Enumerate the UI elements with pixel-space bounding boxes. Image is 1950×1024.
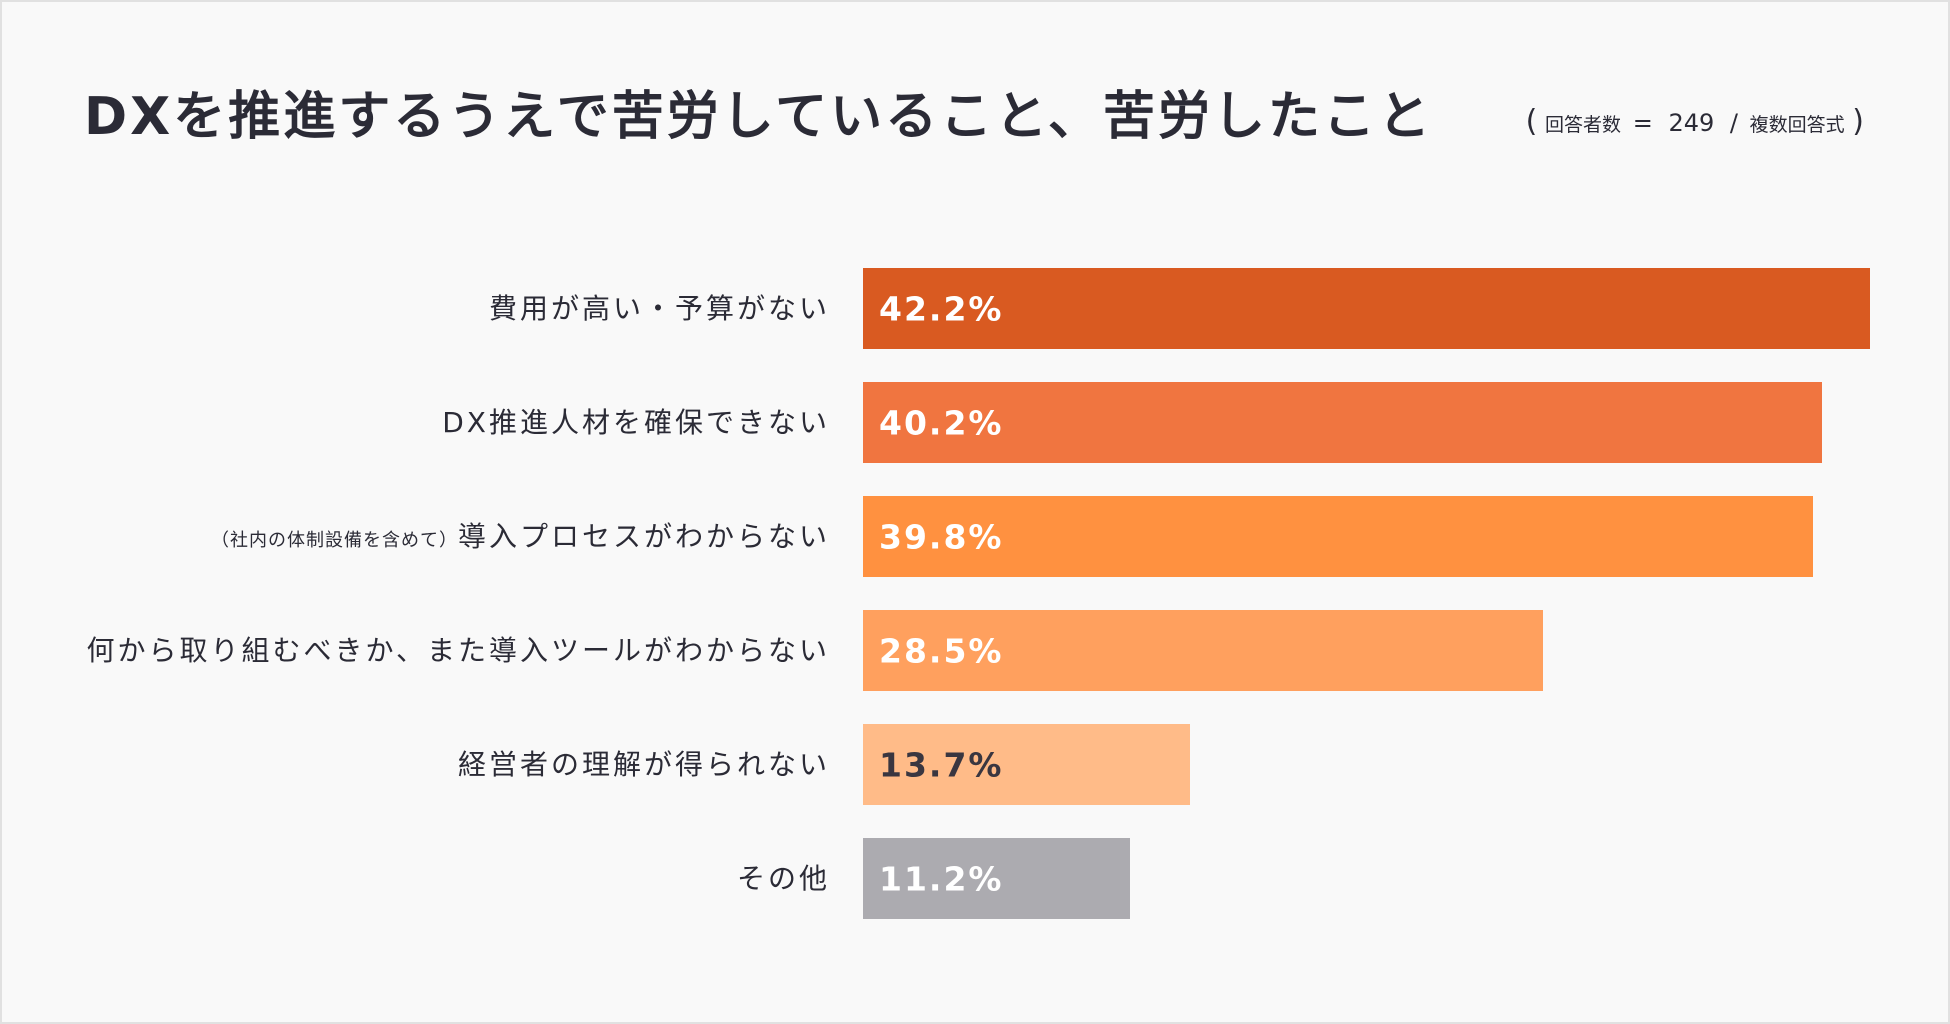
bar-1: [863, 268, 1870, 349]
bar-value-label-1: 42.2%: [879, 290, 1004, 329]
bar-value-label-4: 28.5%: [879, 632, 1004, 671]
category-label-1: 費用が高い・予算がない: [489, 289, 830, 329]
answer-method: 複数回答式: [1749, 114, 1845, 136]
bar-3: [863, 496, 1813, 577]
bar-5: [863, 724, 1190, 805]
category-label-text: 何から取り組むべきか、また導入ツールがわからない: [86, 633, 830, 667]
category-label-4: 何から取り組むべきか、また導入ツールがわからない: [87, 631, 830, 671]
category-label-2: DX推進人材を確保できない: [442, 403, 830, 443]
bar-value-label-6: 11.2%: [879, 860, 1004, 899]
respondent-info: ( 回答者数 = 249 / 複数回答式 ): [1526, 104, 1864, 139]
bar-4: [863, 610, 1543, 691]
category-label-text: 導入プロセスがわからない: [457, 519, 830, 553]
chart-title: DXを推進するうえで苦労していること、苦労したこと: [84, 87, 1434, 147]
respondent-slash: /: [1729, 109, 1738, 137]
category-label-text: DX推進人材を確保できない: [442, 405, 830, 439]
bar-value-label-5: 13.7%: [879, 746, 1004, 785]
category-label-text: 費用が高い・予算がない: [488, 291, 830, 325]
respondent-open-paren: (: [1525, 104, 1538, 139]
bar-2: [863, 382, 1822, 463]
bar-value-label-3: 39.8%: [879, 518, 1004, 557]
category-label-6: その他: [737, 859, 830, 899]
respondent-close-paren: ): [1852, 104, 1864, 139]
category-label-note: （社内の体制設備を含めて）: [210, 529, 458, 551]
respondent-equals: =: [1632, 109, 1653, 137]
category-label-text: その他: [736, 861, 830, 895]
category-label-5: 経営者の理解が得られない: [458, 745, 830, 785]
respondent-count-label: 回答者数: [1545, 114, 1622, 136]
respondent-count: 249: [1668, 109, 1715, 137]
category-label-text: 経営者の理解が得られない: [457, 747, 830, 781]
bar-6: [863, 838, 1130, 919]
bar-value-label-2: 40.2%: [879, 404, 1004, 443]
category-label-3: （社内の体制設備を含めて）導入プロセスがわからない: [211, 517, 830, 561]
